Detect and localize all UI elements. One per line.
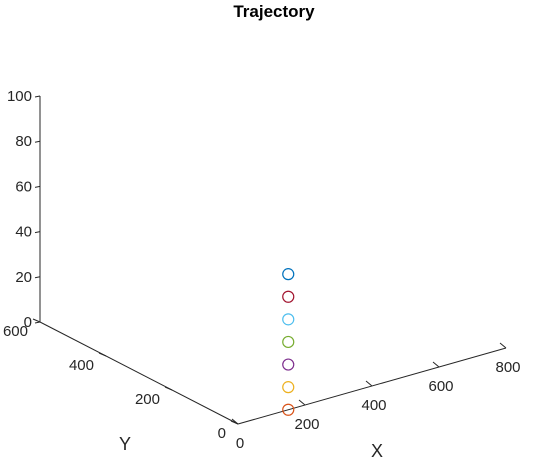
y-axis-line	[39, 321, 239, 425]
trajectory-point	[282, 335, 295, 349]
x-axis-ticks: 0 200 400 600 800	[231, 342, 521, 452]
z-tick-label: 80	[15, 133, 32, 150]
trajectory-point	[282, 313, 295, 326]
z-tick-label: 100	[7, 88, 32, 105]
y-tick-mark	[164, 386, 173, 391]
x-tick-label: 600	[428, 378, 453, 395]
trajectory-point	[282, 358, 295, 371]
trajectory-point	[282, 403, 295, 416]
x-tick-mark	[231, 418, 239, 425]
z-tick-mark	[34, 140, 41, 143]
z-tick-mark	[34, 276, 41, 279]
y-tick-mark	[32, 318, 41, 323]
z-tick-label: 40	[15, 224, 32, 241]
x-tick-mark	[365, 380, 373, 387]
y-axis-ticks: 0 200 400 600	[3, 318, 239, 442]
x-tick-label: 400	[361, 397, 386, 414]
z-tick-label: 60	[15, 178, 32, 195]
x-tick-mark	[499, 342, 507, 349]
x-tick-mark	[432, 361, 440, 368]
z-tick-label: 0	[24, 314, 32, 331]
y-axis-label: Y	[119, 434, 131, 454]
y-tick-label: 400	[69, 357, 94, 374]
trajectory-point	[282, 290, 295, 303]
x-tick-label: 800	[495, 359, 520, 376]
y-tick-label: 600	[3, 323, 28, 340]
z-tick-mark	[34, 95, 41, 98]
z-tick-mark	[34, 231, 41, 234]
trajectory-point	[282, 268, 295, 281]
y-tick-label: 200	[135, 391, 160, 408]
z-axis-ticks: 0 20 40 60 80 100	[7, 88, 41, 331]
trajectory-markers	[282, 268, 295, 416]
z-tick-mark	[34, 185, 41, 188]
chart-title: Trajectory	[233, 2, 315, 21]
y-tick-label: 0	[218, 425, 226, 442]
trajectory-point	[282, 381, 295, 394]
x-tick-label: 200	[294, 416, 319, 433]
y-tick-mark	[98, 352, 107, 357]
x-axis-label: X	[371, 441, 383, 460]
x-tick-mark	[298, 399, 306, 406]
z-tick-label: 20	[15, 269, 32, 286]
x-tick-label: 0	[236, 435, 244, 452]
